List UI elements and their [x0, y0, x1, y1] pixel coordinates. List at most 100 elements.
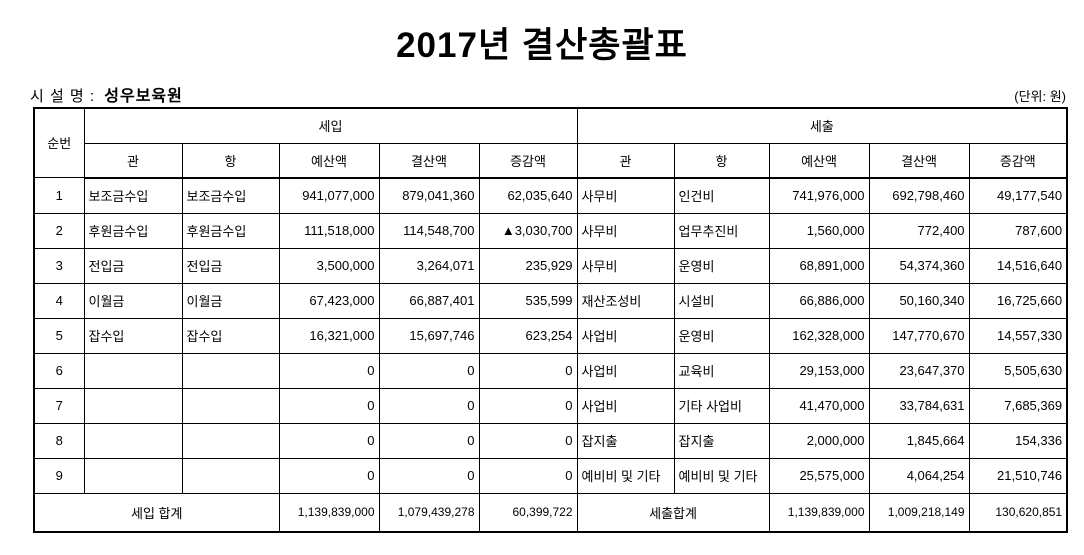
revenue-gwan-cell [83, 352, 183, 389]
expenditure-change-cell: 154,336 [968, 422, 1068, 459]
table-row: 1 보조금수입 보조금수입 941,077,000 879,041,360 62,035,… [33, 177, 1068, 214]
revenue-gwan-cell: 후원금수입 [83, 212, 183, 249]
header-revenue-change: 증감액 [478, 142, 578, 179]
facility-label: 시 설 명 : [30, 87, 96, 105]
revenue-change-cell: 235,929 [478, 247, 578, 284]
expenditure-settlement-cell: 23,647,370 [868, 352, 970, 389]
revenue-hang-cell: 전입금 [181, 247, 280, 284]
expenditure-gwan-cell: 사업비 [576, 317, 675, 354]
table-footer-row: 세입 합계 1,139,839,000 1,079,439,278 60,399… [33, 492, 1068, 532]
table-row: 6 0 0 0 사업비 교육비 29,153,000 23,647,370 5,505,630 [33, 352, 1068, 389]
table-row: 9 0 0 0 예비비 및 기타 예비비 및 기타 25,575,000 4,064,254 2… [33, 457, 1068, 494]
header-expenditure-hang: 항 [673, 142, 770, 179]
revenue-budget-cell: 111,518,000 [278, 212, 380, 249]
page-title: 2017년 결산총괄표 [396, 26, 688, 65]
revenue-budget-cell: 16,321,000 [278, 317, 380, 354]
revenue-gwan-cell [83, 457, 183, 494]
expenditure-total-budget: 1,139,839,000 [768, 492, 870, 532]
expenditure-settlement-cell: 147,770,670 [868, 317, 970, 354]
table-header-group-row: 순번 세입 세출 [33, 107, 1068, 178]
expenditure-gwan-cell: 잡지출 [576, 422, 675, 459]
header-revenue-group: 세입 [83, 107, 578, 144]
table-row: 2 후원금수입 후원금수입 111,518,000 114,548,700 ▲3,030,… [33, 212, 1068, 249]
revenue-gwan-cell: 이월금 [83, 282, 183, 319]
expenditure-hang-cell: 기타 사업비 [673, 387, 770, 424]
header-revenue-hang: 항 [181, 142, 280, 179]
revenue-change-cell: 62,035,640 [478, 177, 578, 214]
meta-row: 시 설 명 : 성우보육원 (단위: 원) [30, 82, 1066, 106]
revenue-change-cell: 0 [478, 352, 578, 389]
row-number-cell: 6 [33, 352, 85, 389]
revenue-total-budget: 1,139,839,000 [278, 492, 380, 532]
revenue-change-cell: 0 [478, 387, 578, 424]
facility-name: 성우보육원 [104, 87, 183, 105]
expenditure-change-cell: 787,600 [968, 212, 1068, 249]
expenditure-gwan-cell: 사업비 [576, 387, 675, 424]
facility-name-line: 시 설 명 : 성우보육원 [30, 82, 183, 106]
header-revenue-gwan: 관 [83, 142, 183, 179]
expenditure-total-change: 130,620,851 [968, 492, 1068, 532]
expenditure-settlement-cell: 50,160,340 [868, 282, 970, 319]
expenditure-hang-cell: 인건비 [673, 177, 770, 214]
revenue-total-change: 60,399,722 [478, 492, 578, 532]
table-row: 5 잡수입 잡수입 16,321,000 15,697,746 623,254 사업비 운영비… [33, 317, 1068, 354]
row-number-cell: 8 [33, 422, 85, 459]
expenditure-change-cell: 7,685,369 [968, 387, 1068, 424]
settlement-table: 순번 세입 세출 관 항 예산액 결산액 증감액 관 항 예산액 결산액 증감액… [33, 106, 1069, 533]
header-expenditure-settlement: 결산액 [868, 142, 970, 179]
revenue-hang-cell: 보조금수입 [181, 177, 280, 214]
revenue-budget-cell: 0 [278, 387, 380, 424]
row-number-cell: 5 [33, 317, 85, 354]
revenue-gwan-cell [83, 422, 183, 459]
expenditure-budget-cell: 25,575,000 [768, 457, 870, 494]
expenditure-gwan-cell: 재산조성비 [576, 282, 675, 319]
expenditure-budget-cell: 29,153,000 [768, 352, 870, 389]
row-number-cell: 9 [33, 457, 85, 494]
revenue-gwan-cell [83, 387, 183, 424]
expenditure-budget-cell: 162,328,000 [768, 317, 870, 354]
header-expenditure-change: 증감액 [968, 142, 1068, 179]
expenditure-settlement-cell: 4,064,254 [868, 457, 970, 494]
revenue-gwan-cell: 잡수입 [83, 317, 183, 354]
expenditure-gwan-cell: 예비비 및 기타 [576, 457, 675, 494]
expenditure-hang-cell: 운영비 [673, 317, 770, 354]
expenditure-gwan-cell: 사무비 [576, 212, 675, 249]
revenue-hang-cell: 후원금수입 [181, 212, 280, 249]
expenditure-hang-cell: 운영비 [673, 247, 770, 284]
revenue-hang-cell: 이월금 [181, 282, 280, 319]
revenue-settlement-cell: 66,887,401 [378, 282, 480, 319]
expenditure-change-cell: 5,505,630 [968, 352, 1068, 389]
expenditure-change-cell: 16,725,660 [968, 282, 1068, 319]
expenditure-settlement-cell: 772,400 [868, 212, 970, 249]
revenue-gwan-cell: 전입금 [83, 247, 183, 284]
expenditure-hang-cell: 잡지출 [673, 422, 770, 459]
table-row: 4 이월금 이월금 67,423,000 66,887,401 535,599 재산조성비 시… [33, 282, 1068, 319]
header-expenditure-gwan: 관 [576, 142, 675, 179]
expenditure-total-settlement: 1,009,218,149 [868, 492, 970, 532]
revenue-settlement-cell: 0 [378, 422, 480, 459]
revenue-gwan-cell: 보조금수입 [83, 177, 183, 214]
revenue-hang-cell [181, 387, 280, 424]
revenue-budget-cell: 0 [278, 352, 380, 389]
expenditure-change-cell: 21,510,746 [968, 457, 1068, 494]
revenue-total-settlement: 1,079,439,278 [378, 492, 480, 532]
table-body: 1 보조금수입 보조금수입 941,077,000 879,041,360 62,035,… [33, 177, 1068, 494]
header-expenditure-group: 세출 [576, 107, 1068, 144]
expenditure-hang-cell: 시설비 [673, 282, 770, 319]
row-number-cell: 3 [33, 247, 85, 284]
row-number-cell: 2 [33, 212, 85, 249]
header-row-number: 순번 [33, 107, 85, 178]
table-row: 8 0 0 0 잡지출 잡지출 2,000,000 1,845,664 154,336 [33, 422, 1068, 459]
revenue-change-cell: 535,599 [478, 282, 578, 319]
revenue-settlement-cell: 879,041,360 [378, 177, 480, 214]
expenditure-settlement-cell: 692,798,460 [868, 177, 970, 214]
expenditure-settlement-cell: 33,784,631 [868, 387, 970, 424]
expenditure-change-cell: 14,516,640 [968, 247, 1068, 284]
revenue-hang-cell: 잡수입 [181, 317, 280, 354]
table-row: 7 0 0 0 사업비 기타 사업비 41,470,000 33,784,631 7,685,3… [33, 387, 1068, 424]
expenditure-hang-cell: 교육비 [673, 352, 770, 389]
row-number-cell: 4 [33, 282, 85, 319]
expenditure-budget-cell: 741,976,000 [768, 177, 870, 214]
revenue-budget-cell: 941,077,000 [278, 177, 380, 214]
